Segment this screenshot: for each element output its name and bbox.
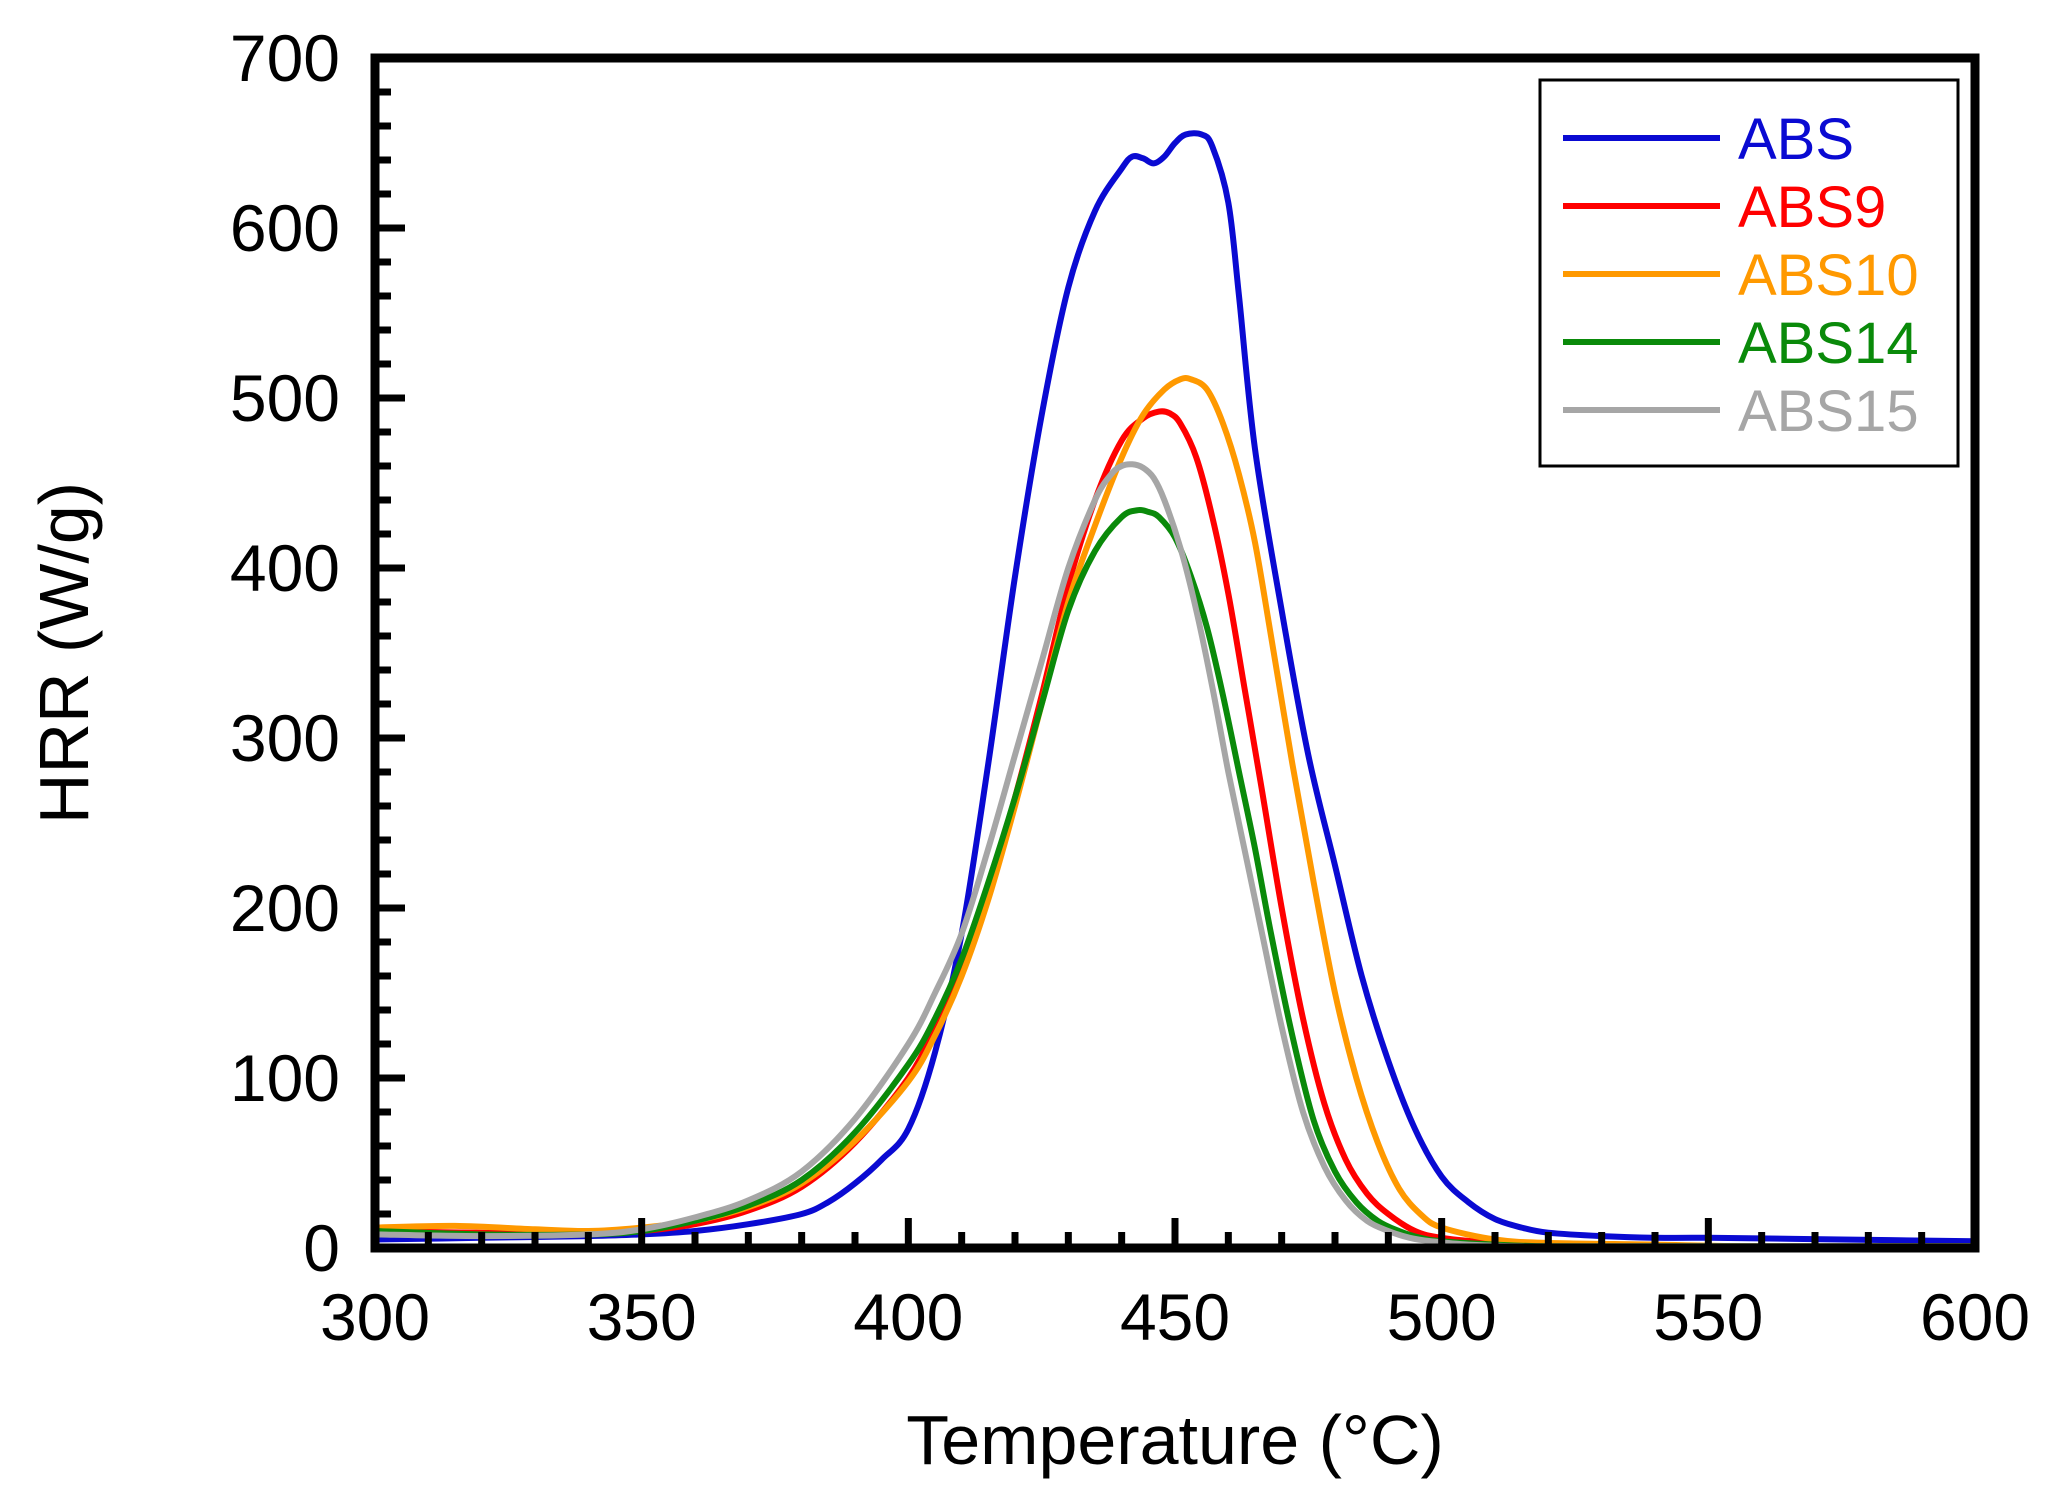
y-tick-label: 600 <box>230 191 340 265</box>
legend-label-abs: ABS <box>1738 107 1854 172</box>
y-tick-label: 500 <box>230 361 340 435</box>
tick-labels: 300 350 400 450 500 550 600 0 100 200 300 400 500 600… <box>230 21 2030 1354</box>
y-tick-label: 100 <box>230 1041 340 1115</box>
legend-label-abs10: ABS10 <box>1738 243 1919 308</box>
x-tick-label: 500 <box>1387 1280 1497 1354</box>
legend-label-abs15: ABS15 <box>1738 379 1919 444</box>
plot-frame <box>370 53 1980 1253</box>
x-tick-label: 550 <box>1653 1280 1763 1354</box>
y-tick-label: 300 <box>230 701 340 775</box>
series-line-abs15 <box>372 461 1978 1250</box>
y-tick-label: 200 <box>230 871 340 945</box>
legend-label-abs14: ABS14 <box>1738 311 1919 376</box>
series-layer <box>372 130 1978 1250</box>
y-axis-title: HRR (W/g) <box>25 482 103 824</box>
y-tick-label: 700 <box>230 21 340 95</box>
x-tick-label: 600 <box>1920 1280 2030 1354</box>
y-tick-label: 0 <box>303 1211 340 1285</box>
y-tick-label: 400 <box>230 531 340 605</box>
x-tick-label: 300 <box>320 1280 430 1354</box>
series-line-abs14 <box>372 506 1978 1250</box>
x-axis-title: Temperature (°C) <box>906 1401 1444 1479</box>
x-tick-label: 450 <box>1120 1280 1230 1354</box>
series-line-abs <box>372 130 1978 1245</box>
x-tick-label: 350 <box>587 1280 697 1354</box>
legend-label-abs9: ABS9 <box>1738 175 1886 240</box>
x-tick-label: 400 <box>853 1280 963 1354</box>
series-line-abs10 <box>372 375 1978 1250</box>
